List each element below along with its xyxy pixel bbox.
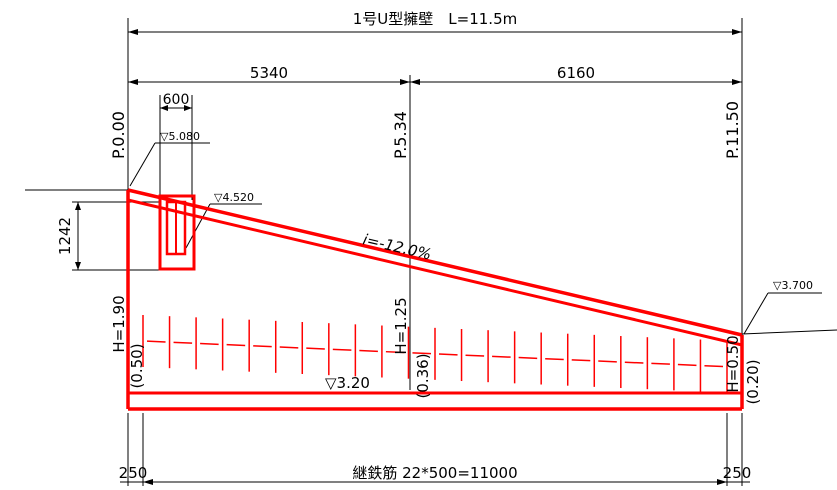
base-level: ▽3.20 [325, 374, 370, 392]
span-dimension [128, 75, 742, 390]
rebar-segment [332, 348, 352, 351]
rebar-segment [677, 363, 697, 367]
rebar-segment [704, 364, 724, 368]
level-box-inner-leader [185, 203, 262, 249]
rebar-segment [465, 354, 485, 357]
rebar-segment [385, 350, 405, 354]
rebar-segment [173, 341, 193, 344]
level-box-top-leader [129, 142, 210, 187]
rebar-segment [492, 355, 511, 358]
height-mid: H=1.25 [392, 297, 410, 354]
rebar-segment [545, 357, 564, 361]
level-box-top: ▽5.080 [160, 130, 200, 143]
height-left-sub: (0.50) [128, 343, 146, 388]
dim-height-left: 1242 [56, 217, 74, 255]
wall-structure [126, 188, 744, 411]
box-width-dimension [159, 95, 193, 200]
rebar-segment [438, 353, 458, 356]
rebar-segment [598, 360, 617, 363]
dim-box-width: 600 [163, 92, 190, 108]
rebar-segment [412, 352, 432, 355]
rebar-segment [306, 347, 325, 350]
rebar-segment [518, 356, 538, 360]
rebar-segment [359, 349, 378, 353]
rebar-segment [200, 342, 219, 346]
drawing-title: 1号U型擁壁 L=11.5m [353, 10, 517, 28]
end-left: 250 [119, 464, 148, 482]
rebar-segment [279, 346, 299, 349]
dim-right-span: 6160 [557, 64, 595, 82]
station-mid: P.5.34 [391, 111, 410, 159]
height-right-sub: (0.20) [744, 359, 762, 404]
height-right: H=0.50 [724, 335, 742, 392]
rebar-segment [146, 340, 166, 343]
height-1242-dimension [72, 201, 160, 271]
overall-dimension [127, 18, 743, 335]
rebar-segment [651, 362, 670, 365]
rebar-segment [571, 359, 591, 362]
bottom-dimension [120, 413, 750, 486]
level-right: ▽3.700 [773, 279, 813, 292]
rebar-segment [253, 345, 272, 348]
dim-left-span: 5340 [250, 64, 288, 82]
rebar-segment [624, 361, 644, 364]
level-box-inner: ▽4.520 [214, 191, 254, 204]
end-right: 250 [723, 464, 752, 482]
height-left: H=1.90 [110, 295, 128, 352]
station-end: P.11.50 [723, 101, 742, 159]
rebar-segment [226, 343, 246, 347]
height-mid-sub: (0.36) [414, 353, 432, 398]
rebar-marks [142, 315, 728, 393]
station-start: P.0.00 [109, 111, 128, 159]
rebar-note: 継鉄筋 22*500=11000 [352, 464, 517, 482]
level-right-leader [741, 292, 837, 335]
